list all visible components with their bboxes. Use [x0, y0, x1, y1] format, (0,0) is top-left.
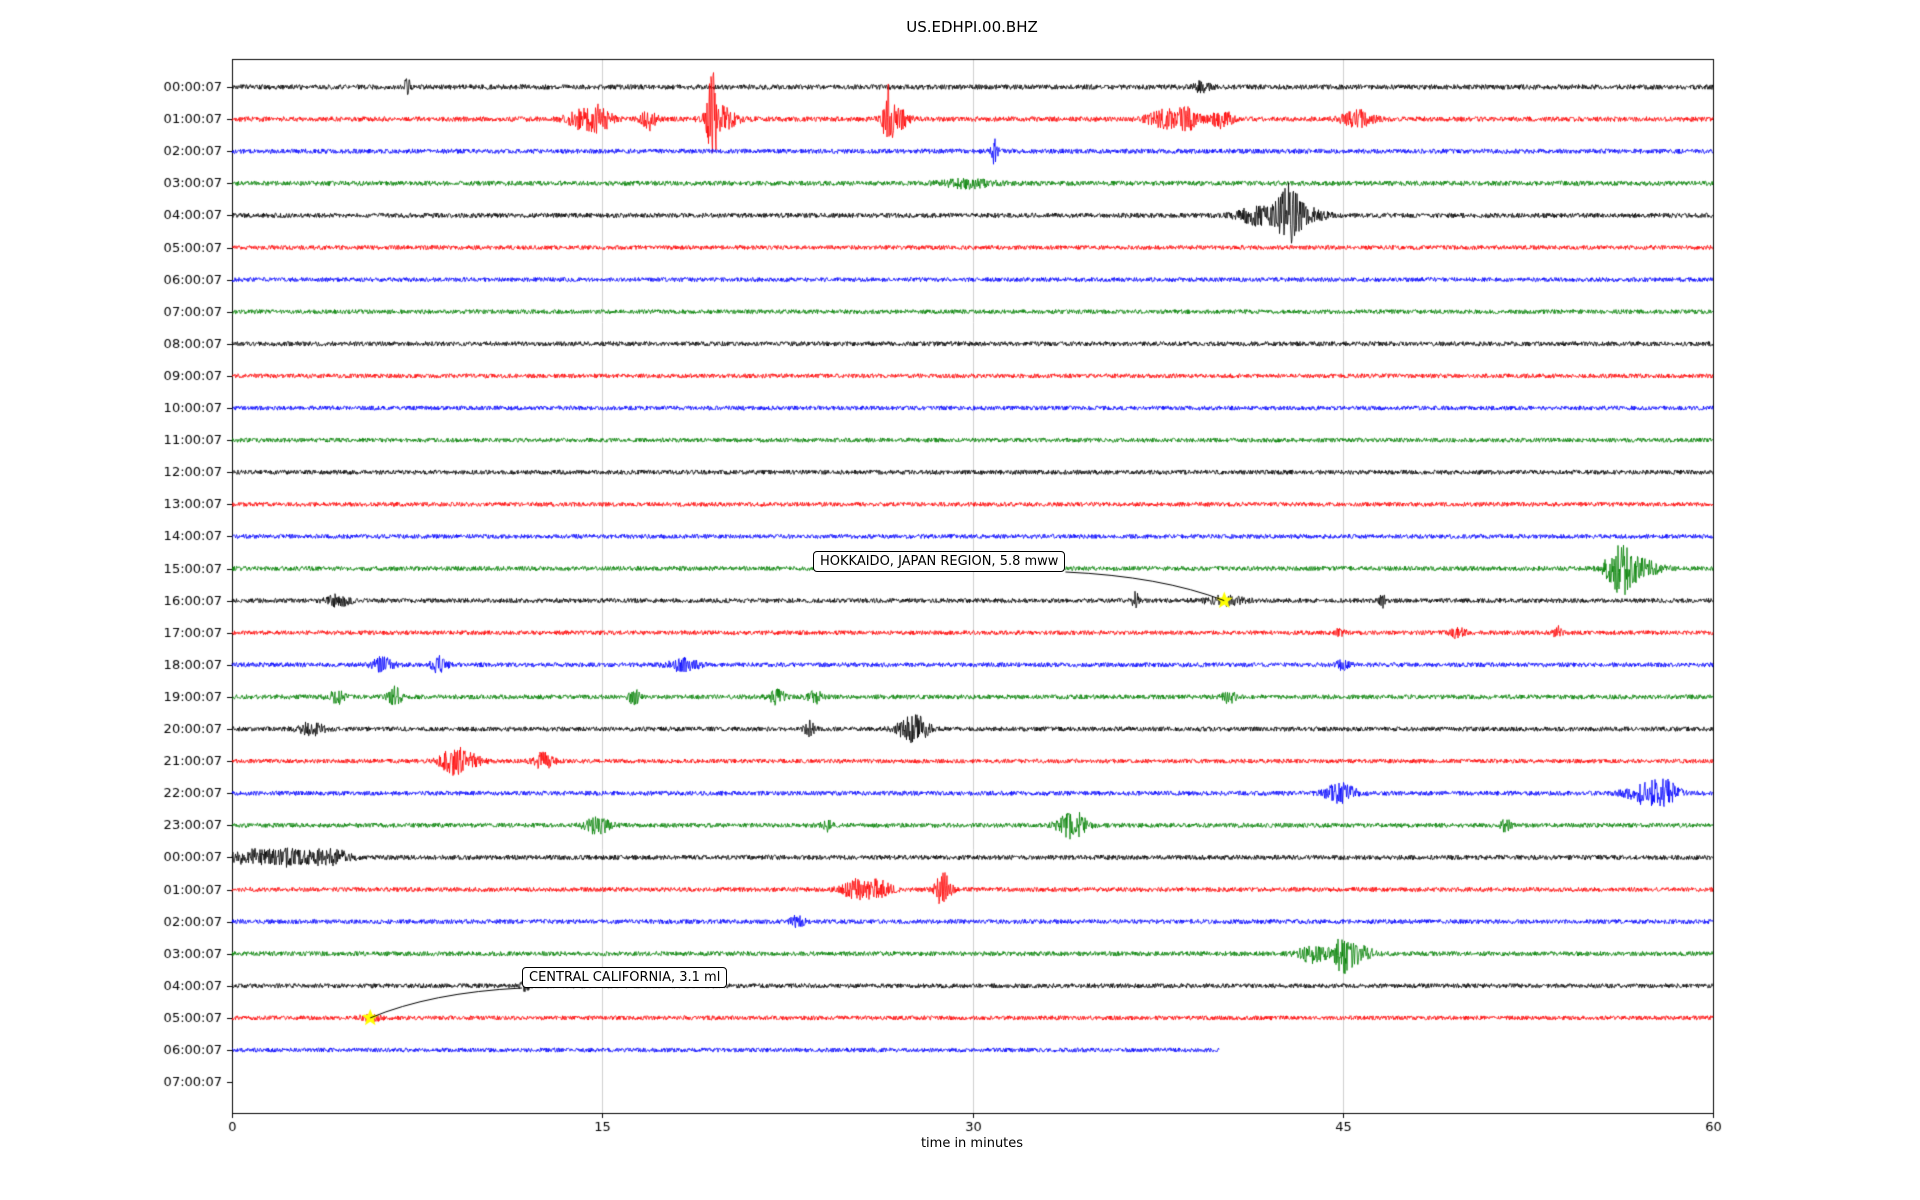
annotation-hokkaido-japan: HOKKAIDO, JAPAN REGION, 5.8 mww — [813, 551, 1066, 572]
annotation-central-california: CENTRAL CALIFORNIA, 3.1 ml — [522, 967, 728, 988]
chart-title: US.EDHPI.00.BHZ — [906, 18, 1038, 36]
x-axis-label: time in minutes — [920, 1136, 1024, 1151]
